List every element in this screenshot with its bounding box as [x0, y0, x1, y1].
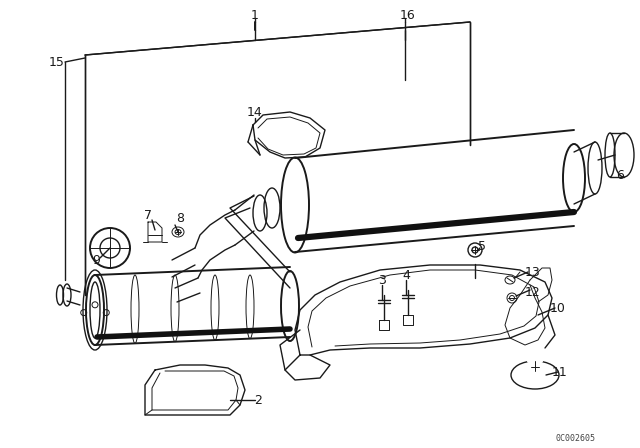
- Text: 15: 15: [49, 56, 65, 69]
- Text: 11: 11: [552, 366, 568, 379]
- Text: 0C002605: 0C002605: [555, 434, 595, 443]
- Text: 16: 16: [400, 9, 416, 22]
- Text: 5: 5: [478, 240, 486, 253]
- Text: 13: 13: [525, 266, 541, 279]
- Text: 10: 10: [550, 302, 566, 314]
- Text: 3: 3: [378, 273, 386, 287]
- Text: 2: 2: [254, 393, 262, 406]
- Text: 7: 7: [144, 208, 152, 221]
- Text: 4: 4: [402, 268, 410, 281]
- Text: 8: 8: [176, 211, 184, 224]
- Text: 14: 14: [247, 105, 263, 119]
- Text: 6: 6: [616, 168, 624, 181]
- Text: 12: 12: [525, 285, 541, 298]
- Text: 1: 1: [251, 9, 259, 22]
- Text: 9: 9: [92, 254, 100, 267]
